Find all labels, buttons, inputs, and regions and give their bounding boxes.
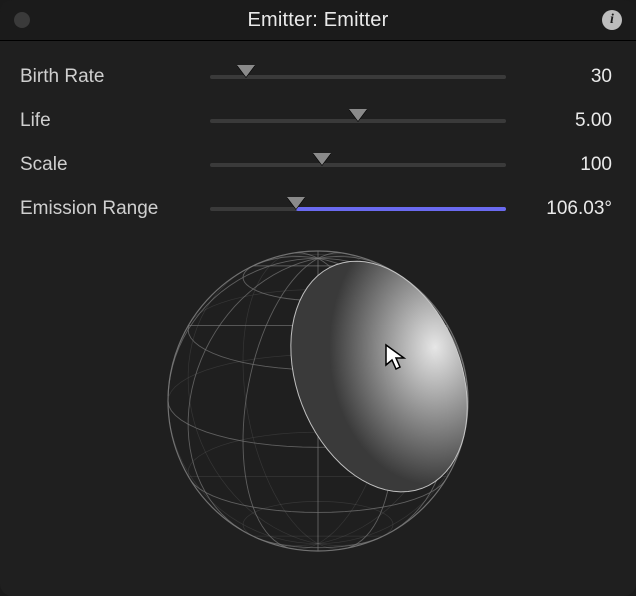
close-window-dot[interactable] bbox=[14, 12, 30, 28]
slider-thumb[interactable] bbox=[349, 109, 367, 121]
slider-emission[interactable] bbox=[210, 196, 506, 222]
param-value-birth_rate[interactable]: 30 bbox=[506, 66, 616, 88]
param-value-emission[interactable]: 106.03° bbox=[506, 198, 616, 220]
param-row-emission: Emission Range 106.03° bbox=[20, 187, 616, 231]
param-label-scale: Scale bbox=[20, 154, 210, 176]
param-value-scale[interactable]: 100 bbox=[506, 154, 616, 176]
emission-sphere-svg bbox=[158, 241, 478, 561]
slider-track bbox=[210, 163, 506, 167]
emitter-hud-panel: Emitter: Emitter i Birth Rate 30 Life 5.00 S… bbox=[0, 0, 636, 596]
slider-birth_rate[interactable] bbox=[210, 64, 506, 90]
slider-thumb[interactable] bbox=[237, 65, 255, 77]
slider-scale[interactable] bbox=[210, 152, 506, 178]
param-value-life[interactable]: 5.00 bbox=[506, 110, 616, 132]
param-label-emission: Emission Range bbox=[20, 198, 210, 220]
slider-life[interactable] bbox=[210, 108, 506, 134]
panel-title: Emitter: Emitter bbox=[248, 9, 389, 32]
slider-thumb[interactable] bbox=[287, 197, 305, 209]
param-row-scale: Scale 100 bbox=[20, 143, 616, 187]
param-row-life: Life 5.00 bbox=[20, 99, 616, 143]
titlebar: Emitter: Emitter i bbox=[0, 0, 636, 41]
parameters-list: Birth Rate 30 Life 5.00 Scale 100 Emission Ran… bbox=[0, 41, 636, 231]
param-label-birth_rate: Birth Rate bbox=[20, 66, 210, 88]
info-icon[interactable]: i bbox=[602, 10, 622, 30]
slider-fill bbox=[296, 207, 506, 211]
param-row-birth_rate: Birth Rate 30 bbox=[20, 55, 616, 99]
emission-sphere-control[interactable] bbox=[158, 241, 478, 561]
slider-thumb[interactable] bbox=[313, 153, 331, 165]
emission-control-area bbox=[0, 231, 636, 561]
param-label-life: Life bbox=[20, 110, 210, 132]
